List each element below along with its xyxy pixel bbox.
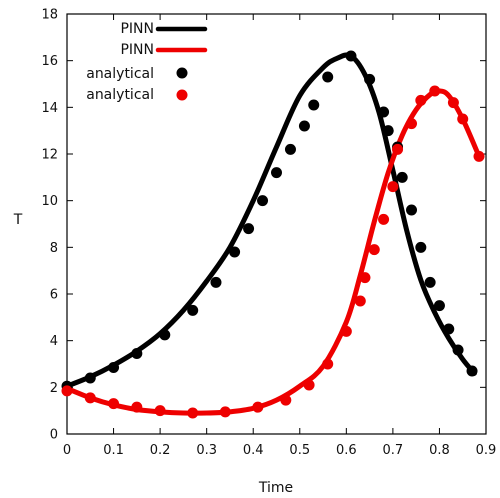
data-point-2 [396,171,408,183]
series-line-1 [64,88,482,416]
data-point-2 [108,362,120,373]
data-point-3 [359,272,371,284]
data-point-3 [406,118,418,130]
y-tick-label: 0 [50,428,58,443]
x-tick-label: 0.7 [383,443,404,458]
legend-label-analytical-black: analytical [86,66,154,82]
legend: PINN PINN analytical analytical [86,21,208,103]
data-point-2 [382,125,394,137]
x-tick-label: 0 [63,443,71,458]
data-point-3 [322,358,334,370]
data-point-2 [415,241,427,253]
x-tick-label: 0.6 [336,443,357,458]
data-point-2 [308,99,320,111]
plot-frame [66,13,487,435]
y-axis-label: T [13,212,23,228]
x-axis-label: Time [258,480,293,496]
legend-label-pinn-black: PINN [120,21,154,37]
axis-ticks: 0 0.1 0.2 0.3 0.4 0.5 0.6 0.7 0.8 0.9 0 2 4 6 8 10 12 14 1… [41,8,496,459]
data-point-2 [433,300,445,312]
x-tick-label: 0.2 [150,443,171,458]
data-point-3 [473,150,485,162]
data-point-2 [452,344,464,356]
data-point-3 [219,406,231,418]
y-tick-label: 18 [41,8,58,23]
data-point-3 [61,385,73,397]
data-point-2 [322,71,334,83]
data-point-2 [229,246,241,258]
x-tick-label: 0.5 [289,443,310,458]
x-tick-label: 0.8 [429,443,450,458]
data-point-3 [280,394,292,406]
y-tick-label: 16 [41,54,58,69]
data-point-3 [303,379,315,391]
y-tick-label: 14 [41,101,58,116]
data-point-2 [406,204,418,216]
data-point-3 [415,94,427,106]
data-point-2 [159,329,171,341]
data-point-3 [457,113,469,125]
data-point-3 [252,401,264,413]
data-point-3 [447,97,459,109]
data-point-3 [154,405,166,417]
data-point-3 [378,213,390,225]
data-point-3 [392,143,404,155]
y-tick-label: 8 [50,241,58,256]
y-tick-label: 10 [41,194,58,209]
data-point-3 [131,401,143,413]
legend-marker-analytical-red [176,89,188,101]
y-tick-label: 4 [50,334,58,349]
x-tick-label: 0.9 [476,443,497,458]
data-point-3 [368,244,380,256]
y-tick-label: 6 [50,288,58,303]
x-tick-label: 0.4 [243,443,264,458]
data-point-2 [424,276,436,288]
legend-label-analytical-red: analytical [86,87,154,103]
data-point-3 [429,85,441,97]
data-point-3 [387,181,399,193]
data-point-2 [443,323,455,335]
data-point-3 [340,325,352,337]
y-tick-label: 2 [50,381,58,396]
data-point-3 [187,407,199,419]
data-point-2 [271,167,282,179]
data-point-2 [84,372,96,384]
data-point-3 [354,295,366,307]
legend-label-pinn-red: PINN [120,42,154,58]
series-line-0 [64,52,477,389]
data-point-2 [210,276,222,288]
data-point-2 [131,348,143,359]
data-point-2 [298,120,310,132]
data-point-3 [84,392,96,404]
y-tick-label: 12 [41,148,58,163]
legend-marker-analytical-black [176,67,188,79]
data-point-2 [243,223,255,235]
x-tick-label: 0.3 [196,443,217,458]
data-point-2 [257,195,269,207]
data-point-3 [108,398,120,410]
data-point-2 [284,143,296,155]
data-point-2 [187,304,199,316]
data-point-2 [364,73,376,85]
data-point-2 [466,365,478,377]
data-point-2 [378,106,390,118]
x-tick-label: 0.1 [103,443,124,458]
data-point-2 [345,50,357,62]
series-layer [61,50,485,419]
